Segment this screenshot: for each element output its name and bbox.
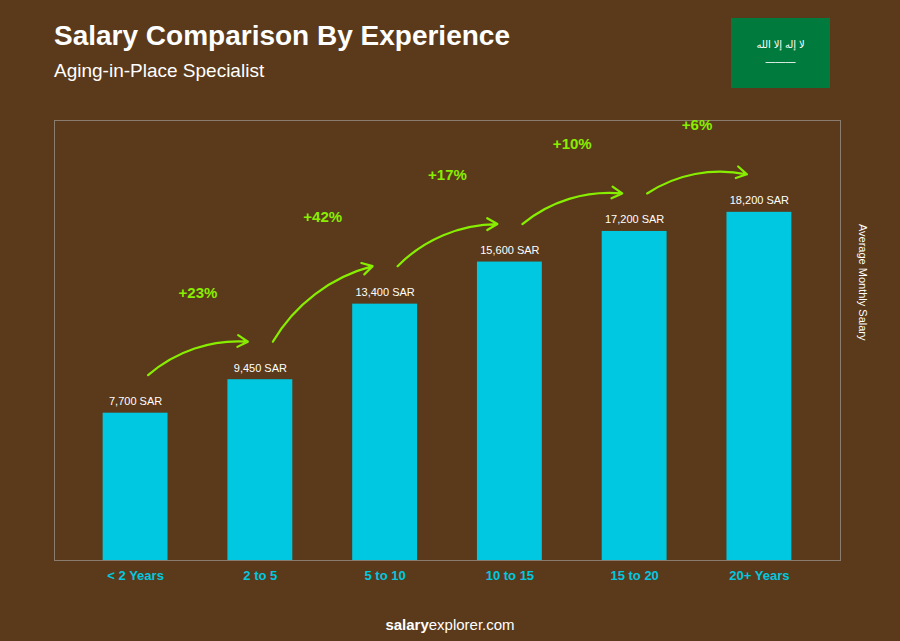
svg-text:13,400 SAR: 13,400 SAR (355, 286, 414, 298)
svg-text:18,200 SAR: 18,200 SAR (730, 194, 789, 206)
svg-text:+23%: +23% (179, 284, 218, 301)
svg-text:< 2 Years: < 2 Years (107, 568, 164, 583)
svg-text:15,600 SAR: 15,600 SAR (480, 244, 539, 256)
svg-text:+17%: +17% (428, 166, 467, 183)
svg-text:+42%: +42% (303, 208, 342, 225)
html-text:Aging-in-Place Specialist: Aging-in-Place Specialist (54, 60, 265, 81)
svg-text:17,200 SAR: 17,200 SAR (605, 213, 664, 225)
svg-text:+10%: +10% (553, 135, 592, 152)
svg-text:20+ Years: 20+ Years (729, 568, 789, 583)
svg-text:2 to 5: 2 to 5 (243, 568, 277, 583)
html-text:لا إله إلا الله: لا إله إلا الله (756, 39, 805, 50)
svg-text:Average Monthly Salary: Average Monthly Salary (857, 224, 869, 341)
svg-text:5 to 10: 5 to 10 (365, 568, 406, 583)
html-text:Salary Comparison By Experienc: Salary Comparison By Experience (54, 20, 510, 51)
html-text:salary explorer.com: salary explorer.com (385, 616, 515, 633)
svg-text:15 to 20: 15 to 20 (610, 568, 658, 583)
svg-text:+6%: +6% (682, 116, 712, 133)
svg-text:9,450 SAR: 9,450 SAR (234, 362, 287, 374)
svg-text:10 to 15: 10 to 15 (486, 568, 534, 583)
svg-text:7,700 SAR: 7,700 SAR (109, 395, 162, 407)
